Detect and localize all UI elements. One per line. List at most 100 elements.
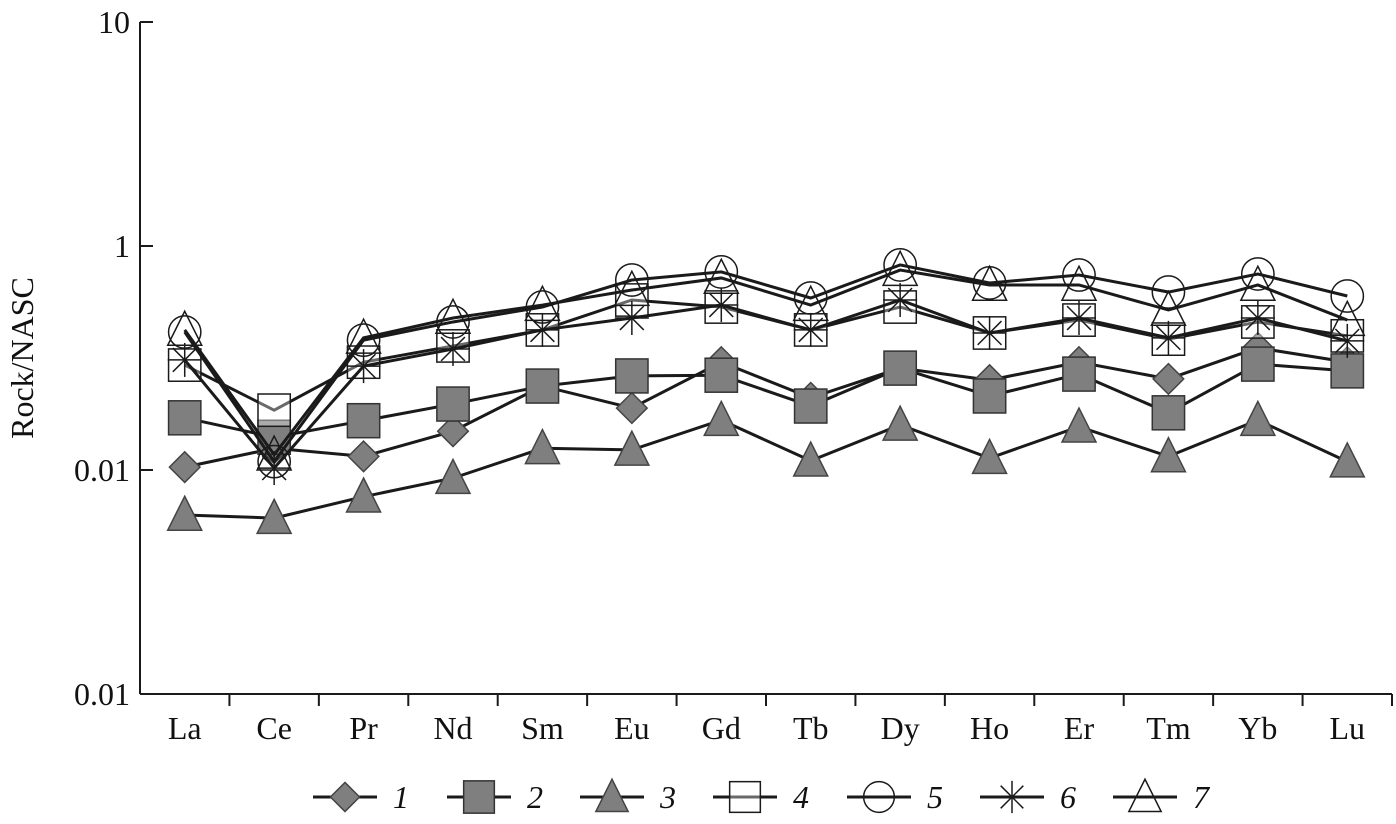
x-tick-label: Dy — [881, 710, 920, 746]
open-triangle-marker — [971, 264, 1008, 302]
open-triangle-marker — [613, 269, 651, 307]
open-circle-marker — [883, 248, 918, 282]
square-marker — [525, 368, 560, 404]
open-circle-marker — [1151, 275, 1186, 309]
legend-item-4: 4 — [713, 779, 809, 815]
asterisk-marker — [1062, 301, 1096, 336]
x-tick-label: Tm — [1146, 710, 1191, 746]
legend-item-2: 2 — [447, 779, 543, 815]
square-marker — [972, 378, 1007, 414]
asterisk-marker — [346, 349, 381, 384]
triangle-marker — [1060, 406, 1098, 443]
triangle-marker — [166, 494, 203, 531]
series-line — [184, 418, 1348, 520]
triangle-marker — [971, 437, 1008, 475]
asterisk-marker — [883, 283, 918, 318]
diamond-marker — [615, 391, 649, 425]
asterisk-marker — [995, 780, 1029, 814]
x-tick-label: Ho — [970, 710, 1009, 746]
open-circle-marker — [1062, 258, 1096, 292]
square-marker — [1330, 353, 1365, 389]
x-tick-label: Ce — [256, 710, 292, 746]
triangle-marker — [434, 457, 472, 495]
legend-item-7: 7 — [1113, 777, 1211, 815]
asterisk-marker — [1151, 320, 1186, 355]
square-marker — [614, 358, 649, 394]
square-marker — [1240, 346, 1275, 382]
legend-label: 7 — [1193, 779, 1211, 815]
legend-label: 4 — [793, 779, 809, 815]
y-tick-label: 0.01 — [74, 452, 130, 488]
asterisk-stroke — [1000, 785, 1024, 809]
diamond-marker — [168, 450, 202, 484]
square-marker — [883, 350, 918, 386]
triangle-marker — [881, 404, 919, 441]
series-line — [183, 263, 1348, 465]
x-tick-label: Tb — [793, 710, 829, 746]
open-square-marker — [728, 780, 762, 814]
diamond-marker — [436, 414, 470, 448]
triangle-marker — [345, 476, 382, 513]
triangle-marker — [613, 429, 651, 466]
diamond-marker — [1152, 362, 1185, 396]
series-2 — [167, 346, 1365, 456]
open-triangle-marker — [1060, 264, 1098, 302]
open-circle-marker — [1240, 257, 1275, 291]
triangle-marker — [524, 427, 561, 465]
triangle-marker — [1329, 441, 1366, 478]
x-tick-label: Gd — [702, 710, 741, 746]
open-triangle-marker — [1150, 289, 1187, 327]
open-circle-marker — [614, 263, 649, 297]
open-circle-marker — [1330, 279, 1365, 313]
asterisk-stroke — [440, 336, 466, 362]
open-triangle-marker — [703, 257, 740, 295]
triangle-marker — [594, 777, 630, 813]
asterisk-stroke — [261, 455, 287, 481]
asterisk-stroke — [619, 305, 645, 331]
asterisk-stroke — [887, 287, 913, 313]
open-triangle-marker — [1329, 299, 1366, 337]
x-tick-label: Lu — [1330, 710, 1366, 746]
series-3 — [166, 399, 1366, 535]
diamond-marker — [329, 781, 361, 813]
legend-item-3: 3 — [580, 777, 676, 815]
y-tick-label: 1 — [114, 228, 130, 264]
square-marker — [436, 386, 470, 422]
open-triangle-marker — [1127, 777, 1163, 813]
y-axis-label: Rock/NASC — [4, 277, 40, 439]
legend-label: 1 — [393, 779, 409, 815]
asterisk-marker — [1240, 301, 1275, 336]
open-triangle-marker — [345, 317, 382, 354]
open-square-marker — [257, 393, 292, 428]
asterisk-stroke — [1066, 305, 1092, 331]
open-triangle-marker — [166, 309, 203, 346]
legend-item-1: 1 — [313, 779, 409, 815]
legend-label: 3 — [659, 779, 676, 815]
asterisk-stroke — [529, 317, 555, 343]
asterisk-marker — [525, 312, 560, 347]
asterisk-marker — [972, 315, 1007, 350]
x-tick-label: La — [168, 710, 202, 746]
open-triangle-marker — [434, 297, 472, 335]
asterisk-marker — [436, 331, 470, 366]
triangle-marker — [255, 497, 293, 535]
square-marker — [462, 780, 496, 814]
square-marker — [167, 400, 202, 436]
open-circle-marker — [862, 780, 896, 814]
asterisk-stroke — [172, 347, 198, 373]
asterisk-stroke — [1155, 325, 1181, 351]
legend-item-5: 5 — [847, 779, 943, 815]
square-marker — [793, 388, 828, 424]
asterisk-marker — [704, 288, 739, 323]
square-marker — [1062, 356, 1096, 392]
legend-label: 5 — [927, 779, 943, 815]
asterisk-stroke — [1245, 305, 1271, 331]
open-triangle-marker — [792, 284, 829, 322]
asterisk-stroke — [977, 320, 1003, 346]
series-5 — [167, 248, 1365, 479]
square-marker — [1151, 395, 1186, 431]
series-7 — [166, 249, 1366, 471]
asterisk-marker — [1330, 323, 1365, 358]
triangle-marker — [1239, 399, 1277, 437]
